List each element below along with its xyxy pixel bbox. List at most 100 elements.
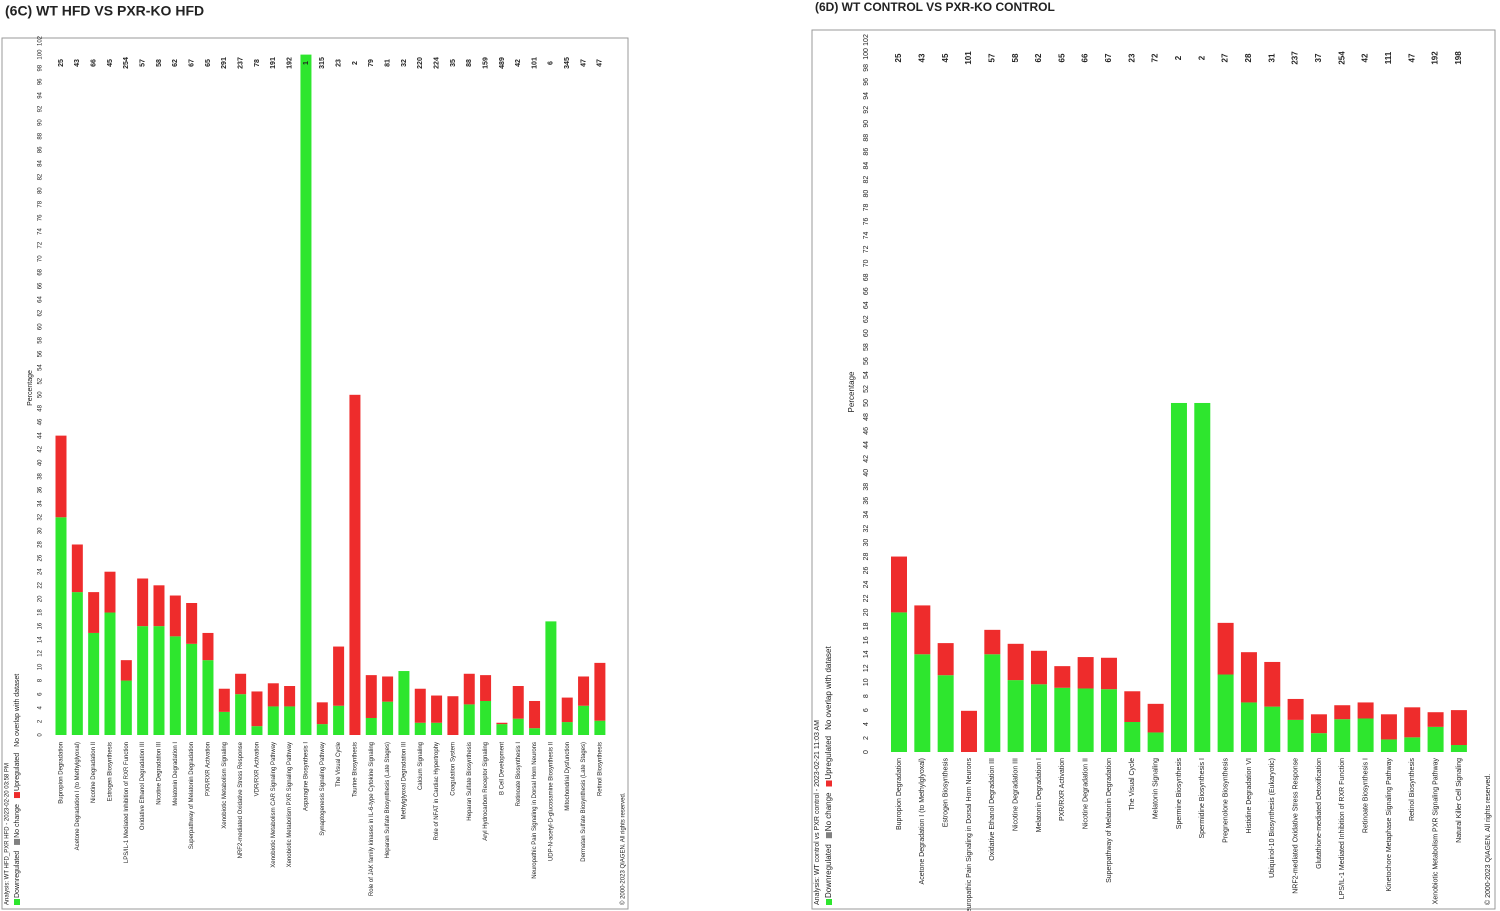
category-label: Pregnenolone Biosynthesis: [1222, 758, 1229, 843]
bar-segment: [512, 718, 524, 735]
category-label: Spermine Biosynthesis: [1176, 758, 1183, 830]
category-label: Bupropion Degradation: [896, 758, 903, 830]
bar-segment: [1007, 680, 1024, 752]
y-tick-label: 78: [38, 200, 44, 207]
bar-segment: [1427, 726, 1444, 752]
bar-segment: [186, 603, 198, 644]
bar-segment: [137, 578, 149, 627]
bar-segment: [561, 722, 573, 735]
y-tick-label: 18: [863, 622, 870, 630]
y-tick-label: 14: [863, 650, 870, 658]
bar-segment: [1054, 687, 1071, 752]
y-tick-label: 22: [38, 581, 44, 588]
bar-segment: [937, 643, 954, 676]
bar-segment: [1357, 702, 1374, 719]
y-tick-label: 78: [863, 204, 870, 212]
bar-segment: [578, 676, 590, 706]
bar-segment: [218, 711, 230, 735]
bar-segment: [333, 646, 345, 706]
total-label: 192: [1431, 51, 1440, 65]
y-tick-label: 32: [863, 525, 870, 533]
y-tick-label: 94: [38, 91, 44, 98]
total-label: 111: [1384, 51, 1393, 64]
bar-segment: [594, 662, 606, 721]
total-label: 57: [987, 53, 996, 62]
bar-segment: [120, 680, 132, 735]
y-tick-label: 62: [863, 315, 870, 323]
total-label: 489: [499, 57, 506, 69]
y-tick-label: 38: [38, 472, 44, 479]
category-label: Melatonin Signaling: [1152, 758, 1159, 819]
total-label: 37: [1314, 53, 1323, 62]
y-tick-label: 4: [38, 705, 44, 709]
y-tick-label: 92: [38, 105, 44, 112]
bar-segment: [480, 675, 492, 701]
bar-segment: [1380, 739, 1397, 752]
total-label: 58: [156, 59, 163, 67]
bar-segment: [496, 722, 508, 725]
bar-segment: [1077, 657, 1094, 689]
y-tick-label: 2: [863, 736, 870, 740]
bar-segment: [1404, 737, 1421, 752]
y-tick-label: 34: [38, 500, 44, 507]
y-tick-label: 12: [38, 649, 44, 656]
y-tick-label: 4: [863, 722, 870, 726]
category-label: Acetone Degradation I (to Methylglyoxal): [75, 742, 81, 850]
bar-segment: [529, 728, 541, 735]
bar-segment: [1147, 732, 1164, 752]
bar-segment: [55, 517, 67, 735]
bar-segment: [382, 676, 394, 702]
category-label: Heparan Sulfate Biosynthesis (Late Stage…: [385, 742, 391, 858]
category-label: Role of NFAT in Cardiac Hypertrophy: [434, 742, 440, 840]
legend-label: Downregulated: [14, 851, 21, 898]
bar-segment: [1054, 666, 1071, 688]
y-tick-label: 98: [863, 64, 870, 72]
y-tick-label: 6: [863, 708, 870, 712]
category-label: PXR/RXR Activation: [1059, 758, 1066, 821]
y-tick-label: 92: [863, 106, 870, 114]
bar-segment: [316, 724, 328, 735]
analysis-note: Analysis: WT HFD_PXR HFD - 2023-02-20 03…: [5, 763, 11, 905]
y-tick-label: 30: [863, 539, 870, 547]
total-label: 315: [319, 57, 326, 69]
category-label: Taurine Biosynthesis: [353, 742, 359, 797]
bar-segment: [1380, 714, 1397, 740]
category-label: VDR/RXR Activation: [255, 742, 261, 796]
bar-segment: [414, 688, 426, 723]
category-label: Retinol Biosynthesis: [597, 742, 603, 796]
chart-title: (6D) WT CONTROL VS PXR-KO CONTROL: [815, 0, 1055, 14]
total-label: 25: [58, 59, 65, 67]
y-tick-label: 66: [38, 282, 44, 289]
category-label: Kinetochore Metaphase Signaling Pathway: [1386, 758, 1393, 892]
total-label: 23: [335, 59, 342, 67]
y-tick-label: 0: [38, 733, 44, 737]
category-label: Ubiquinol-10 Biosynthesis (Eukaryotic): [1269, 758, 1276, 878]
total-label: 101: [531, 57, 538, 69]
y-tick-label: 64: [863, 301, 870, 309]
bar-segment: [578, 705, 590, 735]
category-label: Retinoate Biosynthesis I: [1362, 758, 1369, 833]
legend-label: No overlap with dataset: [824, 646, 833, 730]
bar-segment: [202, 632, 214, 661]
category-label: Coagulation System: [450, 742, 456, 796]
total-label: 45: [107, 59, 114, 67]
category-label: Neuropathic Pain Signaling in Dorsal Hor…: [532, 742, 538, 879]
y-tick-label: 72: [38, 241, 44, 248]
y-tick-label: 0: [863, 750, 870, 754]
bar-segment: [1147, 703, 1164, 733]
y-tick-label: 96: [38, 78, 44, 85]
bar-segment: [316, 702, 328, 725]
y-tick-label: 18: [38, 609, 44, 616]
legend: Downregulated No change Upregulated No over…: [14, 674, 21, 905]
total-label: 43: [917, 53, 926, 62]
total-label: 72: [1151, 53, 1160, 62]
total-label: 47: [580, 59, 587, 67]
bar-segment: [1334, 719, 1351, 752]
y-tick-label: 68: [863, 273, 870, 281]
bar-segment: [1170, 402, 1187, 752]
y-tick-label: 46: [38, 418, 44, 425]
y-tick-label: 50: [38, 391, 44, 398]
total-label: 79: [368, 59, 375, 67]
y-tick-label: 88: [38, 132, 44, 139]
bar-segment: [594, 720, 606, 735]
